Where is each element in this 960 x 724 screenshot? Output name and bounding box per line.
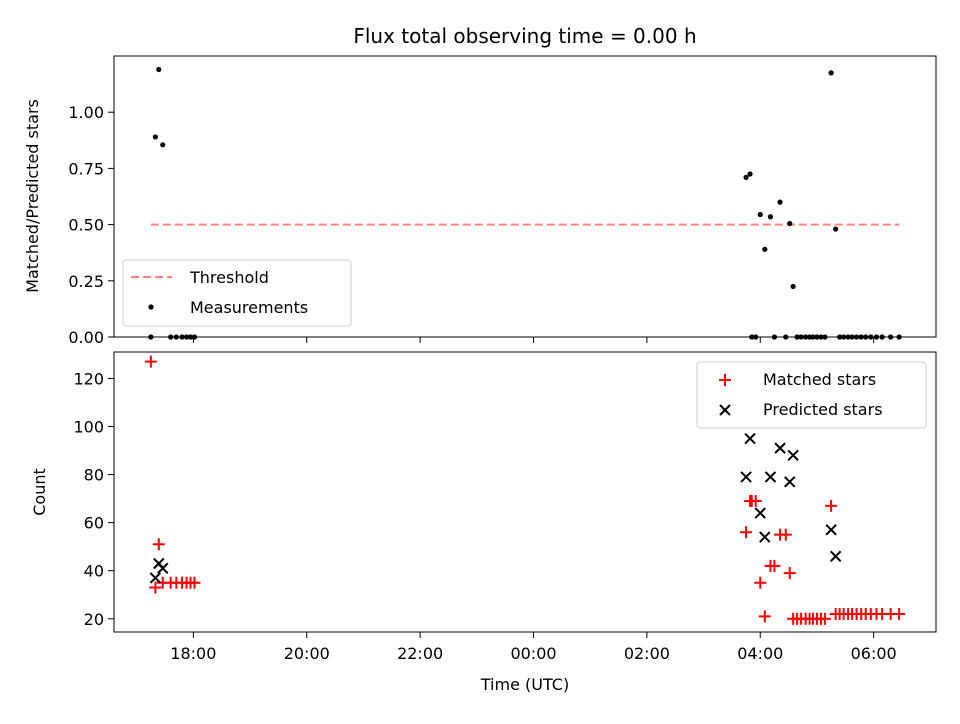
measurement-point bbox=[762, 246, 768, 252]
top-panel: 0.00 0.25 0.50 0.75 1.00 Matched/Predicted s… bbox=[23, 55, 937, 347]
legend-matched-label: Matched stars bbox=[763, 370, 876, 389]
matched-star-marker bbox=[740, 526, 753, 539]
measurement-point bbox=[743, 174, 749, 180]
bottom-legend-box bbox=[696, 361, 927, 429]
predicted-star-marker bbox=[787, 449, 799, 462]
matched-star-marker bbox=[779, 528, 792, 541]
measurement-point bbox=[160, 142, 166, 148]
predicted-star-marker bbox=[740, 471, 752, 483]
bottom-legend: Matched stars Predicted stars bbox=[696, 361, 927, 429]
legend-matched-swatch bbox=[719, 374, 731, 386]
bottom-x-tick-label: 22:00 bbox=[397, 644, 443, 663]
top-y-tick-label: 0.25 bbox=[68, 272, 104, 291]
top-legend-box bbox=[122, 259, 352, 327]
predicted-star-marker bbox=[754, 507, 766, 519]
predicted-star-marker bbox=[764, 471, 777, 483]
top-y-tick-label: 0.75 bbox=[68, 159, 104, 178]
predicted-star-marker bbox=[825, 524, 837, 536]
bottom-y-ticks: 20 40 60 80 100 120 bbox=[73, 369, 114, 629]
measurement-point bbox=[828, 70, 834, 76]
matched-star-marker bbox=[768, 559, 781, 572]
matched-star-marker bbox=[825, 499, 838, 512]
predicted-star-marker bbox=[829, 550, 842, 562]
measurement-point bbox=[757, 211, 763, 218]
measurement-point bbox=[777, 199, 783, 205]
top-y-axis-label: Matched/Predicted stars bbox=[23, 99, 42, 293]
bottom-y-tick-label: 80 bbox=[84, 466, 104, 485]
measurement-point bbox=[152, 134, 158, 140]
top-y-tick-label: 0.50 bbox=[68, 216, 104, 235]
legend-measurements-swatch bbox=[148, 304, 154, 310]
matched-star-marker bbox=[818, 612, 831, 625]
top-x-ticks bbox=[192, 337, 875, 343]
bottom-axes-frame bbox=[113, 351, 937, 633]
bottom-plot-area bbox=[144, 355, 906, 625]
bottom-x-tick-label: 00:00 bbox=[510, 644, 556, 663]
legend-threshold-label: Threshold bbox=[189, 268, 269, 287]
predicted-star-marker bbox=[784, 476, 796, 488]
bottom-y-tick-label: 60 bbox=[84, 514, 104, 533]
top-axes-frame bbox=[113, 55, 937, 338]
legend-predicted-label: Predicted stars bbox=[763, 400, 883, 419]
matched-star-marker bbox=[144, 355, 157, 368]
matched-star-marker bbox=[749, 495, 762, 508]
matched-star-marker bbox=[149, 581, 162, 594]
matched-star-marker bbox=[758, 610, 771, 623]
top-y-tick-label: 1.00 bbox=[68, 103, 104, 122]
measurement-point bbox=[787, 220, 793, 227]
bottom-y-tick-label: 120 bbox=[73, 369, 104, 388]
matched-star-marker bbox=[152, 538, 165, 551]
bottom-x-tick-label: 20:00 bbox=[284, 644, 330, 663]
x-axis-label: Time (UTC) bbox=[480, 675, 569, 694]
matched-star-marker bbox=[754, 576, 767, 589]
matched-star-marker bbox=[188, 576, 201, 589]
measurement-point bbox=[790, 283, 796, 290]
bottom-x-tick-label: 06:00 bbox=[851, 644, 897, 663]
bottom-y-axis-label: Count bbox=[30, 468, 49, 516]
measurement-point bbox=[156, 66, 162, 73]
chart-title: Flux total observing time = 0.00 h bbox=[353, 24, 696, 48]
bottom-y-tick-label: 100 bbox=[73, 418, 104, 437]
bottom-y-tick-label: 20 bbox=[84, 610, 104, 629]
measurement-point bbox=[833, 226, 839, 232]
matched-star-marker bbox=[893, 607, 906, 620]
measurement-point bbox=[767, 214, 774, 220]
matched-star-marker bbox=[783, 567, 796, 580]
top-legend: Threshold Measurements bbox=[122, 259, 352, 327]
bottom-x-tick-label: 04:00 bbox=[737, 644, 783, 663]
bottom-x-ticks: 18:00 20:00 22:00 00:00 02:00 04:00 06:00 bbox=[170, 632, 897, 663]
bottom-x-tick-label: 02:00 bbox=[624, 644, 670, 663]
bottom-panel: 20 40 60 80 100 120 18:00 20:00 22:00 00:00 02:00… bbox=[30, 351, 937, 694]
predicted-star-marker bbox=[774, 442, 786, 454]
predicted-star-marker bbox=[157, 562, 169, 575]
predicted-star-marker bbox=[149, 572, 162, 584]
bottom-x-tick-label: 18:00 bbox=[170, 644, 216, 663]
predicted-star-marker bbox=[759, 531, 771, 543]
top-y-ticks: 0.00 0.25 0.50 0.75 1.00 bbox=[68, 103, 114, 347]
measurement-point bbox=[747, 171, 753, 177]
legend-predicted-swatch bbox=[719, 404, 731, 416]
bottom-y-tick-label: 40 bbox=[84, 562, 104, 581]
top-y-tick-label: 0.00 bbox=[68, 328, 104, 347]
predicted-star-marker bbox=[744, 432, 756, 445]
legend-measurements-label: Measurements bbox=[190, 298, 308, 317]
